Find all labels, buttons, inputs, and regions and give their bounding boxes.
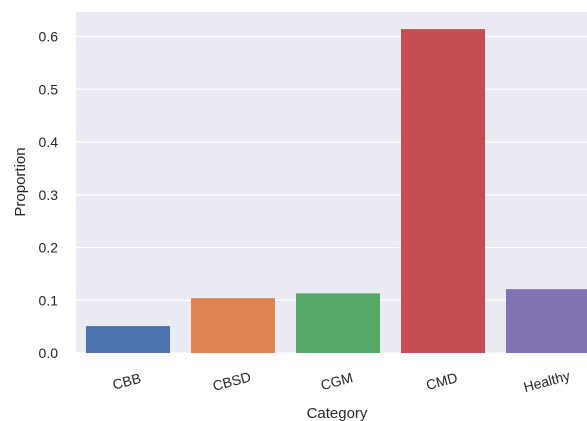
y-tick-label: 0.3 xyxy=(39,187,59,203)
x-tick-label: CBSD xyxy=(211,368,253,394)
x-axis-label: Category xyxy=(307,405,368,421)
y-tick-label: 0.1 xyxy=(39,292,59,308)
y-tick-labels: 0.0 0.1 0.2 0.3 0.4 0.5 0.6 xyxy=(39,29,59,362)
x-tick-label: Healthy xyxy=(522,367,572,395)
y-tick-label: 0.4 xyxy=(39,134,59,150)
bar-healthy xyxy=(506,289,587,353)
bar-cbb xyxy=(86,326,170,353)
bars xyxy=(86,29,587,354)
y-tick-label: 0.5 xyxy=(39,81,59,97)
bar-cbsd xyxy=(191,298,275,353)
y-tick-label: 0.6 xyxy=(39,29,59,45)
y-axis-label: Proportion xyxy=(12,147,29,216)
x-tick-labels: CBB CBSD CGM CMD Healthy xyxy=(111,367,572,395)
bar-cmd xyxy=(401,29,485,354)
x-tick-label: CGM xyxy=(319,369,355,393)
y-tick-label: 0.2 xyxy=(39,240,59,256)
x-tick-label: CBB xyxy=(111,370,143,393)
x-tick-label: CMD xyxy=(424,369,459,393)
y-tick-label: 0.0 xyxy=(39,345,59,361)
bar-cgm xyxy=(296,293,380,353)
